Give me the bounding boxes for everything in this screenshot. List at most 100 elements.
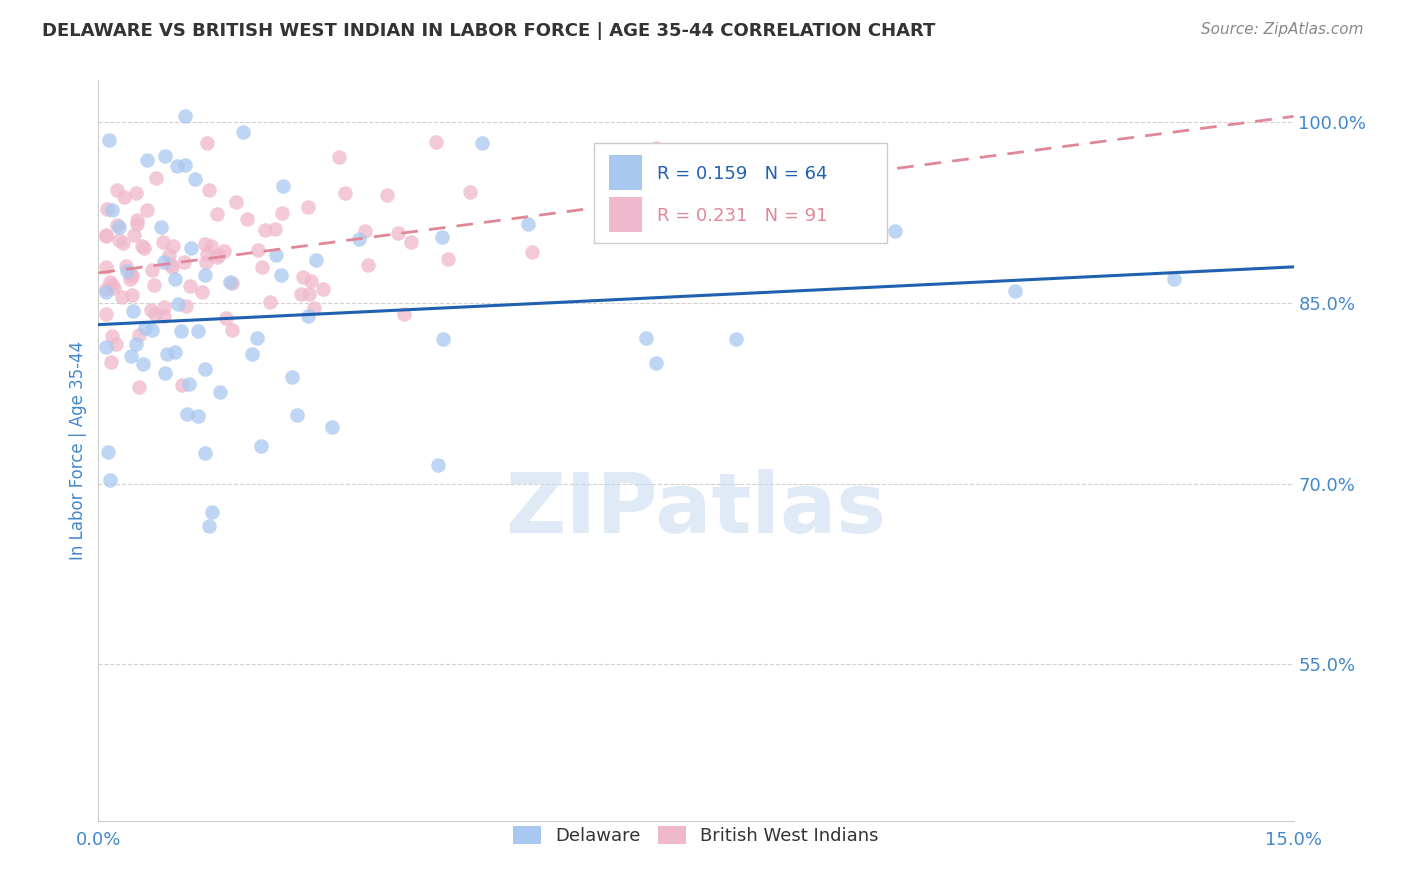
Point [437,252,460,266]
Point [96,283,118,297]
Point [312,282,335,296]
Point [291,269,314,284]
Point [209,384,232,399]
Point [1004,284,1026,298]
Point [215,310,238,325]
Point [187,324,209,338]
Point [141,263,163,277]
Point [287,408,309,422]
Point [195,136,218,150]
Point [290,287,312,301]
Text: Source: ZipAtlas.com: Source: ZipAtlas.com [1201,22,1364,37]
Point [240,347,263,361]
Point [96,285,118,299]
Point [156,347,179,361]
Point [143,307,166,321]
Point [302,301,325,315]
Point [321,420,343,434]
Point [157,248,180,262]
Point [96,340,118,354]
Point [884,224,907,238]
Point [96,228,118,243]
Point [98,275,121,289]
Point [205,207,228,221]
Point [250,260,273,275]
Point [200,239,222,253]
FancyBboxPatch shape [609,196,643,232]
Point [136,153,159,167]
Point [201,505,224,519]
Point [165,345,187,359]
Point [349,232,371,246]
Point [645,356,668,370]
Point [104,337,127,351]
Point [100,355,122,369]
Point [250,439,273,453]
Point [221,323,243,337]
Point [153,309,176,323]
Point [176,407,198,421]
Text: R = 0.231   N = 91: R = 0.231 N = 91 [657,207,827,225]
Point [247,243,270,257]
Point [152,255,174,269]
Text: DELAWARE VS BRITISH WEST INDIAN IN LABOR FORCE | AGE 35-44 CORRELATION CHART: DELAWARE VS BRITISH WEST INDIAN IN LABOR… [42,22,935,40]
Point [166,159,188,173]
Point [101,278,124,293]
Point [198,519,221,533]
Point [246,331,269,345]
Point [128,328,150,343]
Point [152,235,174,249]
Point [111,289,134,303]
Point [271,205,294,219]
Y-axis label: In Labor Force | Age 35-44: In Labor Force | Age 35-44 [69,341,87,560]
Point [98,133,121,147]
Point [167,297,190,311]
Point [121,304,143,318]
Point [471,136,494,151]
Point [270,268,292,283]
FancyBboxPatch shape [595,144,887,244]
Point [432,332,454,346]
Point [160,260,183,274]
Point [375,188,398,202]
Point [125,336,148,351]
Point [193,362,215,376]
Point [125,218,148,232]
Point [108,219,131,234]
Point [177,377,200,392]
Point [232,125,254,139]
Point [135,202,157,217]
Point [131,239,153,253]
Point [170,324,193,338]
Point [425,135,447,149]
Point [139,303,162,318]
Point [219,276,242,290]
Point [153,366,176,380]
Point [221,276,243,290]
Point [97,445,120,459]
Point [184,172,207,186]
Point [152,300,174,314]
Point [195,255,218,269]
Point [517,217,540,231]
Point [112,190,135,204]
Point [392,307,415,321]
Legend: Delaware, British West Indians: Delaware, British West Indians [506,819,886,853]
Point [198,183,221,197]
Point [264,248,287,262]
Point [195,247,218,261]
Point [259,294,281,309]
Point [98,473,121,487]
Point [208,248,231,262]
Point [281,370,304,384]
Point [399,235,422,249]
Point [333,186,356,200]
Point [96,202,118,216]
Point [187,409,209,424]
Point [179,279,201,293]
Point [149,220,172,235]
FancyBboxPatch shape [609,154,643,190]
Point [96,227,118,242]
Point [298,287,321,301]
Point [127,213,149,227]
